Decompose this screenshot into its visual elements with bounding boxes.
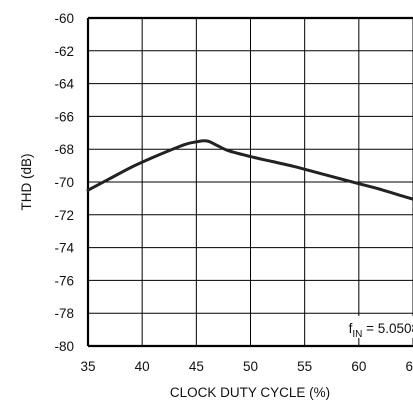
x-tick-label: 65 — [405, 359, 413, 374]
x-tick-label: 60 — [351, 359, 366, 374]
y-tick-label: -68 — [54, 142, 74, 157]
x-tick-label: 45 — [189, 359, 204, 374]
grid-layer — [86, 16, 413, 348]
annotation-layer: fIN = 5.050885 — [323, 315, 413, 340]
series-line — [86, 139, 413, 201]
y-tick-label: -70 — [54, 175, 74, 190]
annotation-background — [323, 315, 413, 338]
y-tick-label: -72 — [54, 208, 74, 223]
y-tick-label: -80 — [54, 339, 74, 354]
x-tick-label: 35 — [80, 359, 95, 374]
annotation-prefix: f — [349, 321, 353, 336]
annotation-subscript: IN — [352, 329, 362, 340]
annotation-suffix: = 5.050885 — [362, 321, 413, 336]
y-axis-label: THD (dB) — [19, 154, 34, 211]
y-tick-label: -60 — [54, 11, 74, 26]
tick-label-layer: -60 -62 -64 -66 -68 -70 -72 -74 -76 -78 -80 35 40 45 5… — [54, 11, 413, 374]
y-tick-label: -74 — [54, 241, 74, 256]
x-tick-label: 55 — [297, 359, 312, 374]
annotation-label: fIN = 5.050885 — [349, 321, 413, 340]
x-tick-label: 50 — [243, 359, 258, 374]
x-axis-label: CLOCK DUTY CYCLE (%) — [170, 385, 330, 400]
x-tick-label: 40 — [135, 359, 150, 374]
y-tick-label: -64 — [54, 77, 74, 92]
y-tick-label: -78 — [54, 306, 74, 321]
y-tick-label: -76 — [54, 273, 74, 288]
y-tick-label: -66 — [54, 109, 74, 124]
series-layer — [86, 139, 413, 201]
y-tick-label: -62 — [54, 44, 74, 59]
